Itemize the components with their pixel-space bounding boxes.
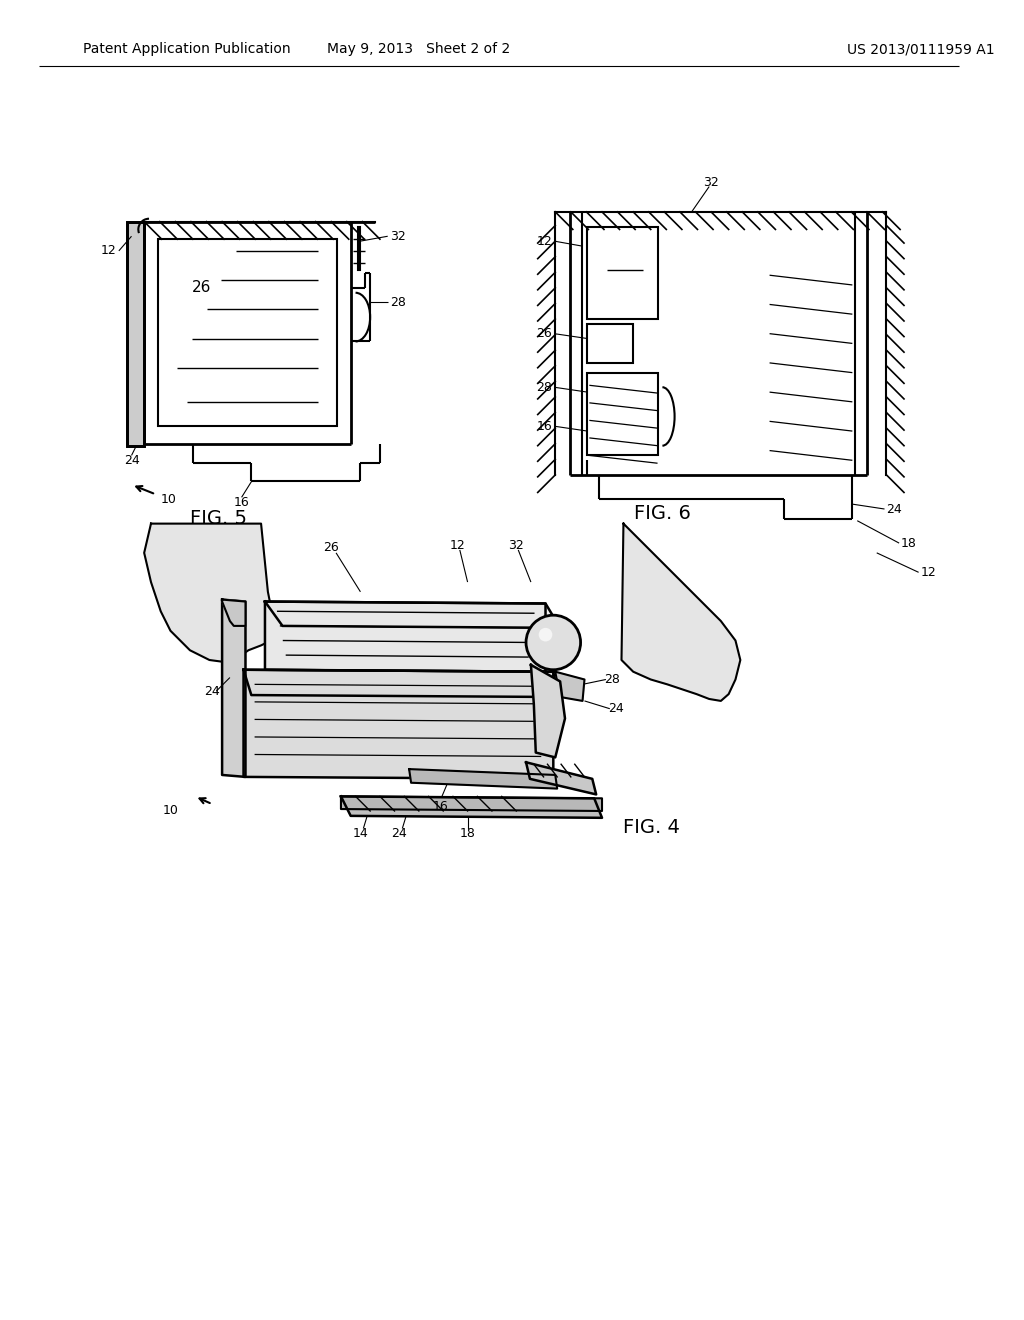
Text: FIG. 5: FIG. 5 <box>190 510 247 528</box>
Polygon shape <box>526 762 596 795</box>
Polygon shape <box>341 796 602 810</box>
Text: 32: 32 <box>390 230 406 243</box>
Text: US 2013/0111959 A1: US 2013/0111959 A1 <box>848 42 995 57</box>
Text: 24: 24 <box>205 685 220 698</box>
Bar <box>588 372 657 455</box>
Text: 12: 12 <box>921 566 936 579</box>
Text: 10: 10 <box>161 492 176 506</box>
Circle shape <box>526 615 581 669</box>
Text: 16: 16 <box>432 800 449 813</box>
Text: 26: 26 <box>537 327 552 341</box>
Text: 10: 10 <box>163 804 178 817</box>
Polygon shape <box>144 524 274 661</box>
Polygon shape <box>222 599 246 777</box>
Bar <box>358 227 360 271</box>
Text: 18: 18 <box>460 826 475 840</box>
Polygon shape <box>244 669 560 697</box>
Circle shape <box>539 628 552 642</box>
Text: 24: 24 <box>124 454 139 467</box>
Polygon shape <box>244 669 553 779</box>
Text: FIG. 4: FIG. 4 <box>624 818 680 837</box>
Text: 16: 16 <box>233 496 250 508</box>
Text: 28: 28 <box>537 380 552 393</box>
Text: 12: 12 <box>450 539 466 552</box>
Polygon shape <box>530 665 565 758</box>
Polygon shape <box>222 599 246 626</box>
Text: 24: 24 <box>608 702 624 715</box>
Text: May 9, 2013   Sheet 2 of 2: May 9, 2013 Sheet 2 of 2 <box>328 42 511 57</box>
Text: 12: 12 <box>101 244 117 257</box>
Bar <box>127 222 144 446</box>
Polygon shape <box>341 796 602 818</box>
Text: 26: 26 <box>191 280 211 296</box>
Text: 18: 18 <box>901 537 916 549</box>
Text: 16: 16 <box>537 420 552 433</box>
Polygon shape <box>622 524 740 701</box>
Text: 24: 24 <box>391 826 408 840</box>
Bar <box>127 222 144 446</box>
Bar <box>588 323 633 363</box>
Text: 28: 28 <box>604 673 620 686</box>
Text: 32: 32 <box>509 539 524 552</box>
Text: 14: 14 <box>352 826 369 840</box>
Text: 12: 12 <box>537 235 552 248</box>
Text: 24: 24 <box>887 503 902 516</box>
Polygon shape <box>265 602 546 672</box>
Text: 28: 28 <box>390 296 406 309</box>
Bar <box>158 239 337 426</box>
Polygon shape <box>410 770 557 788</box>
Text: 26: 26 <box>324 541 339 554</box>
Text: Patent Application Publication: Patent Application Publication <box>83 42 291 57</box>
Bar <box>588 227 657 319</box>
Text: FIG. 6: FIG. 6 <box>634 504 691 523</box>
Polygon shape <box>555 672 585 701</box>
Polygon shape <box>265 602 560 628</box>
Text: 32: 32 <box>703 176 719 189</box>
